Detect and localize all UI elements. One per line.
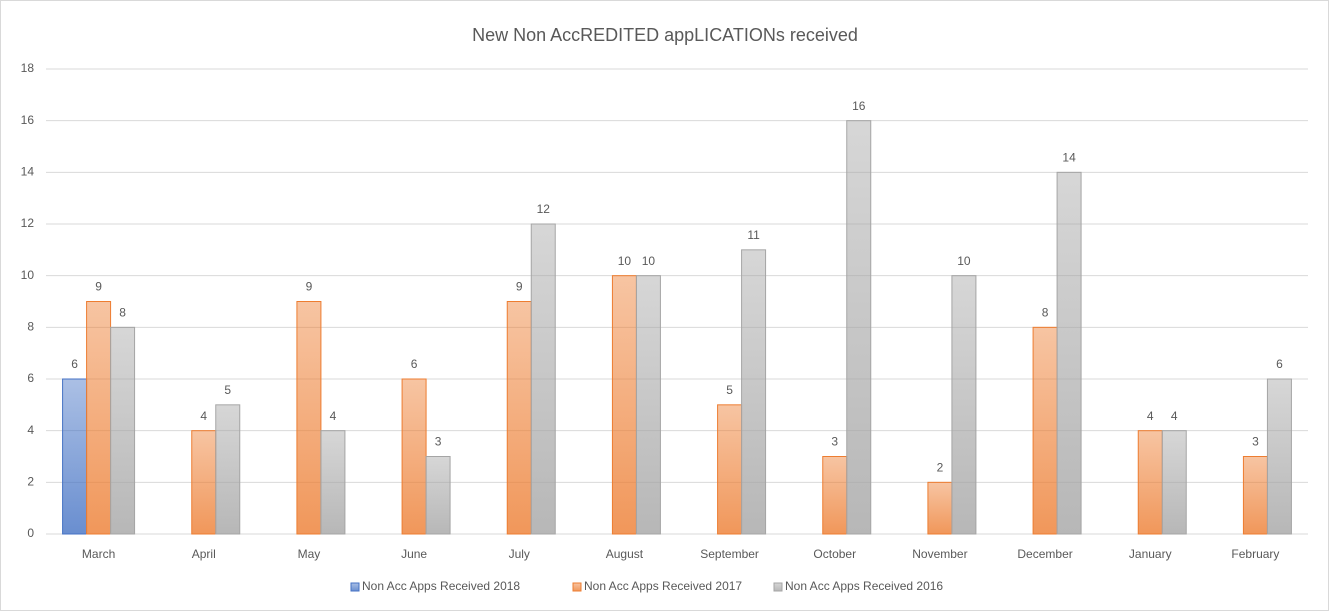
bar bbox=[86, 301, 112, 535]
x-tick-label: March bbox=[82, 547, 115, 561]
x-tick-label: January bbox=[1129, 547, 1172, 561]
y-tick-label: 14 bbox=[21, 165, 35, 179]
y-tick-label: 10 bbox=[21, 268, 35, 282]
legend-swatch bbox=[773, 582, 783, 592]
data-label: 3 bbox=[831, 435, 838, 449]
data-label: 10 bbox=[957, 254, 971, 268]
bar bbox=[110, 326, 136, 535]
data-label: 9 bbox=[516, 280, 523, 294]
data-label: 12 bbox=[537, 202, 551, 216]
bar bbox=[191, 430, 217, 535]
y-tick-label: 12 bbox=[21, 216, 35, 230]
data-label: 3 bbox=[1252, 435, 1259, 449]
x-tick-label: April bbox=[192, 547, 216, 561]
x-tick-label: August bbox=[606, 547, 644, 561]
bar bbox=[927, 481, 953, 535]
data-label: 9 bbox=[306, 280, 313, 294]
bar bbox=[1032, 326, 1058, 535]
y-tick-label: 6 bbox=[27, 371, 34, 385]
legend-swatch bbox=[572, 582, 582, 592]
data-label: 4 bbox=[330, 409, 337, 423]
bar bbox=[846, 120, 872, 535]
bar bbox=[1137, 430, 1163, 535]
y-tick-label: 8 bbox=[27, 320, 34, 334]
bar bbox=[951, 275, 977, 535]
data-label: 6 bbox=[1276, 357, 1283, 371]
data-label: 10 bbox=[618, 254, 632, 268]
x-tick-label: February bbox=[1231, 547, 1279, 561]
bar bbox=[1056, 171, 1082, 535]
legend-label: Non Acc Apps Received 2016 bbox=[785, 579, 943, 593]
data-label: 4 bbox=[1147, 409, 1154, 423]
chart-title: New Non AccREDITED appLICATIONs received bbox=[472, 25, 858, 45]
bar bbox=[717, 404, 743, 535]
data-label: 6 bbox=[411, 357, 418, 371]
bar bbox=[1266, 378, 1292, 535]
x-tick-label: June bbox=[401, 547, 427, 561]
bar bbox=[611, 275, 637, 535]
data-label: 4 bbox=[1171, 409, 1178, 423]
y-tick-label: 4 bbox=[27, 423, 34, 437]
data-label: 3 bbox=[435, 435, 442, 449]
data-label: 11 bbox=[747, 228, 760, 242]
y-tick-label: 2 bbox=[27, 475, 34, 489]
data-label: 8 bbox=[119, 306, 126, 320]
data-label: 14 bbox=[1062, 151, 1076, 165]
bar bbox=[822, 456, 848, 535]
data-label: 6 bbox=[71, 357, 78, 371]
x-tick-label: September bbox=[700, 547, 759, 561]
x-tick-label: November bbox=[912, 547, 967, 561]
data-label: 5 bbox=[224, 383, 231, 397]
bar bbox=[1242, 456, 1268, 535]
x-tick-label: May bbox=[298, 547, 321, 561]
legend-label: Non Acc Apps Received 2017 bbox=[584, 579, 742, 593]
bar bbox=[62, 378, 88, 535]
legend-label: Non Acc Apps Received 2018 bbox=[362, 579, 520, 593]
bar bbox=[320, 430, 346, 535]
bar bbox=[635, 275, 661, 535]
y-tick-label: 18 bbox=[21, 61, 35, 75]
y-tick-label: 16 bbox=[21, 113, 35, 127]
bar bbox=[741, 249, 767, 535]
bar bbox=[425, 456, 451, 535]
bar bbox=[401, 378, 427, 535]
x-tick-label: July bbox=[509, 547, 530, 561]
data-label: 16 bbox=[852, 99, 866, 113]
data-label: 5 bbox=[726, 383, 733, 397]
bar bbox=[530, 223, 556, 535]
x-tick-label: October bbox=[813, 547, 856, 561]
data-label: 9 bbox=[95, 280, 102, 294]
bar bbox=[1161, 430, 1187, 535]
data-label: 10 bbox=[642, 254, 656, 268]
legend-swatch bbox=[350, 582, 360, 592]
bar bbox=[296, 301, 322, 535]
x-tick-label: December bbox=[1017, 547, 1072, 561]
y-tick-label: 0 bbox=[27, 526, 34, 540]
bar bbox=[506, 301, 532, 535]
data-label: 2 bbox=[937, 461, 944, 475]
bar bbox=[215, 404, 241, 535]
data-label: 4 bbox=[200, 409, 207, 423]
data-label: 8 bbox=[1042, 306, 1049, 320]
